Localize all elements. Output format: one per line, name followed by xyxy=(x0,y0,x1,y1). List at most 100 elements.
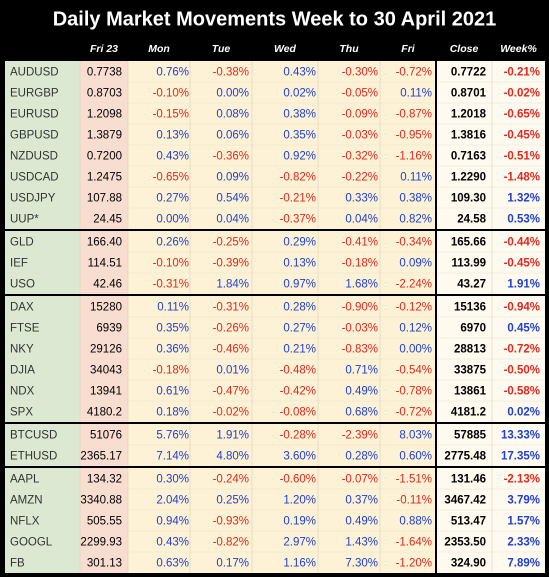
column-header: Fri 23 xyxy=(90,43,118,55)
cell: 1.91% xyxy=(507,279,540,291)
cell: 1.16% xyxy=(283,558,316,570)
cell: 324.90 xyxy=(451,558,486,570)
cell: 0.68% xyxy=(345,407,378,419)
cell: -0.50% xyxy=(504,365,540,377)
cell: 4180.2 xyxy=(87,407,122,419)
cell: -0.72% xyxy=(504,344,540,356)
cell: -0.36% xyxy=(213,151,249,163)
cell: 4.80% xyxy=(216,451,249,463)
cell: -0.18% xyxy=(342,258,378,270)
cell: 1.2290 xyxy=(451,172,486,184)
cell: 1.68% xyxy=(345,279,378,291)
cell: 3467.42 xyxy=(444,495,486,507)
cell: 0.19% xyxy=(283,516,316,528)
cell: 0.7200 xyxy=(87,151,122,163)
ticker: EURUSD xyxy=(10,109,59,121)
cell: -0.90% xyxy=(342,302,378,314)
column-bg xyxy=(190,468,252,573)
cell: -0.10% xyxy=(153,88,189,100)
cell: -0.78% xyxy=(396,386,432,398)
cell: -0.37% xyxy=(280,214,316,226)
cell: 5.76% xyxy=(156,430,189,442)
column-bg xyxy=(5,231,80,294)
cell: -0.02% xyxy=(213,407,249,419)
cell: 6970 xyxy=(460,323,486,335)
ticker: GLD xyxy=(10,237,34,249)
cell: 3340.88 xyxy=(80,495,122,507)
ticker: AMZN xyxy=(10,495,43,507)
cell: 113.99 xyxy=(451,258,486,270)
cell: -1.51% xyxy=(396,474,432,486)
cell: 165.66 xyxy=(451,237,486,249)
cell: -0.39% xyxy=(213,258,249,270)
cell: 0.18% xyxy=(156,407,189,419)
cell: 7.14% xyxy=(156,451,189,463)
cell: 0.35% xyxy=(283,130,316,142)
cell: -0.03% xyxy=(342,323,378,335)
cell: 29126 xyxy=(90,344,122,356)
cell: -0.21% xyxy=(504,67,540,79)
cell: 8.03% xyxy=(399,430,432,442)
cell: 2365.17 xyxy=(80,451,122,463)
cell: 24.58 xyxy=(457,214,486,226)
cell: 0.13% xyxy=(283,258,316,270)
cell: -0.34% xyxy=(396,237,432,249)
cell: 0.36% xyxy=(156,344,189,356)
cell: -0.82% xyxy=(213,537,249,549)
cell: 134.32 xyxy=(87,474,122,486)
cell: 0.01% xyxy=(216,365,249,377)
ticker: IEF xyxy=(10,258,28,270)
cell: 57885 xyxy=(454,430,487,442)
ticker: EURGBP xyxy=(10,88,59,100)
column-bg xyxy=(318,468,380,573)
cell: -1.64% xyxy=(396,537,432,549)
cell: 13941 xyxy=(90,386,122,398)
cell: 0.08% xyxy=(216,109,249,121)
cell: 1.2098 xyxy=(87,109,122,121)
cell: 2.97% xyxy=(283,537,316,549)
column-header: Wed xyxy=(274,43,297,55)
cell: 4181.2 xyxy=(451,407,486,419)
column-bg xyxy=(380,231,436,294)
cell: 0.02% xyxy=(283,88,316,100)
column-bg xyxy=(492,468,545,573)
cell: 24.45 xyxy=(93,214,122,226)
cell: 0.11% xyxy=(400,172,432,184)
cell: 1.43% xyxy=(345,537,378,549)
column-bg xyxy=(128,231,190,294)
column-header: Mon xyxy=(148,43,170,55)
cell: 0.38% xyxy=(399,193,432,205)
cell: -0.93% xyxy=(213,516,249,528)
cell: 1.3816 xyxy=(451,130,486,142)
cell: 1.2475 xyxy=(87,172,122,184)
cell: -0.60% xyxy=(280,474,316,486)
cell: 0.28% xyxy=(283,302,316,314)
cell: -0.72% xyxy=(396,407,432,419)
ticker: AUDUSD xyxy=(10,67,59,79)
column-header: Tue xyxy=(212,43,231,55)
cell: -0.72% xyxy=(396,67,432,79)
cell: 3.79% xyxy=(507,495,540,507)
cell: 0.00% xyxy=(399,344,432,356)
cell: -0.09% xyxy=(342,109,378,121)
cell: -0.28% xyxy=(280,430,316,442)
cell: 2.33% xyxy=(507,537,540,549)
cell: -2.39% xyxy=(342,430,378,442)
column-bg xyxy=(128,468,190,573)
cell: -0.83% xyxy=(342,344,378,356)
cell: 0.06% xyxy=(216,130,249,142)
cell: 2299.93 xyxy=(80,537,122,549)
cell: 0.26% xyxy=(156,237,189,249)
cell: 0.33% xyxy=(345,193,378,205)
cell: 109.30 xyxy=(451,193,486,205)
cell: 7.30% xyxy=(345,558,378,570)
cell: 0.43% xyxy=(283,67,316,79)
column-bg xyxy=(252,468,318,573)
cell: 1.3879 xyxy=(87,130,122,142)
cell: 2353.50 xyxy=(444,537,486,549)
cell: 0.38% xyxy=(283,109,316,121)
cell: -0.31% xyxy=(213,302,249,314)
cell: 131.46 xyxy=(451,474,486,486)
